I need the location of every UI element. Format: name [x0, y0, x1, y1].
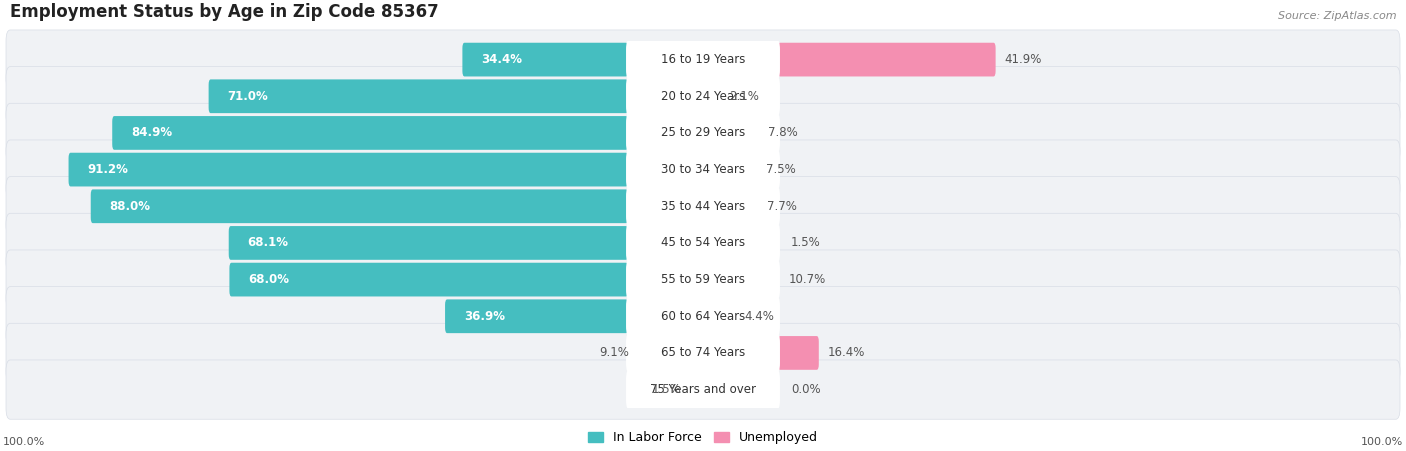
FancyBboxPatch shape	[6, 287, 1400, 346]
FancyBboxPatch shape	[6, 67, 1400, 126]
FancyBboxPatch shape	[626, 295, 780, 337]
Text: 1.5%: 1.5%	[652, 383, 682, 396]
FancyBboxPatch shape	[6, 250, 1400, 309]
FancyBboxPatch shape	[446, 299, 628, 333]
FancyBboxPatch shape	[463, 43, 628, 77]
Text: 71.0%: 71.0%	[228, 90, 269, 103]
FancyBboxPatch shape	[626, 112, 780, 154]
FancyBboxPatch shape	[6, 360, 1400, 419]
FancyBboxPatch shape	[626, 368, 780, 411]
FancyBboxPatch shape	[229, 263, 628, 296]
Text: 1.5%: 1.5%	[792, 236, 821, 249]
Text: Employment Status by Age in Zip Code 85367: Employment Status by Age in Zip Code 853…	[10, 3, 439, 21]
FancyBboxPatch shape	[6, 103, 1400, 162]
Text: 41.9%: 41.9%	[1005, 53, 1042, 66]
Text: 55 to 59 Years: 55 to 59 Years	[661, 273, 745, 286]
FancyBboxPatch shape	[6, 213, 1400, 272]
FancyBboxPatch shape	[626, 38, 780, 81]
Text: 16 to 19 Years: 16 to 19 Years	[661, 53, 745, 66]
Text: 25 to 29 Years: 25 to 29 Years	[661, 126, 745, 139]
FancyBboxPatch shape	[626, 75, 780, 117]
FancyBboxPatch shape	[626, 258, 780, 301]
Text: 60 to 64 Years: 60 to 64 Years	[661, 310, 745, 323]
Text: 16.4%: 16.4%	[828, 346, 865, 359]
Text: 10.7%: 10.7%	[789, 273, 825, 286]
Text: 45 to 54 Years: 45 to 54 Years	[661, 236, 745, 249]
FancyBboxPatch shape	[112, 116, 628, 150]
FancyBboxPatch shape	[626, 185, 780, 227]
Text: 9.1%: 9.1%	[599, 346, 628, 359]
Text: 84.9%: 84.9%	[131, 126, 172, 139]
FancyBboxPatch shape	[626, 332, 780, 374]
FancyBboxPatch shape	[91, 189, 628, 223]
Text: 7.8%: 7.8%	[768, 126, 799, 139]
Text: 68.1%: 68.1%	[247, 236, 288, 249]
Text: 100.0%: 100.0%	[3, 437, 45, 447]
Legend: In Labor Force, Unemployed: In Labor Force, Unemployed	[583, 426, 823, 449]
Text: 65 to 74 Years: 65 to 74 Years	[661, 346, 745, 359]
Text: 7.5%: 7.5%	[766, 163, 796, 176]
Text: 88.0%: 88.0%	[110, 200, 150, 213]
Text: 36.9%: 36.9%	[464, 310, 505, 323]
FancyBboxPatch shape	[626, 148, 780, 191]
Text: 75 Years and over: 75 Years and over	[650, 383, 756, 396]
Text: 100.0%: 100.0%	[1361, 437, 1403, 447]
FancyBboxPatch shape	[6, 30, 1400, 89]
Text: 4.4%: 4.4%	[745, 310, 775, 323]
Text: 0.0%: 0.0%	[792, 383, 821, 396]
FancyBboxPatch shape	[778, 336, 818, 370]
Text: 68.0%: 68.0%	[247, 273, 290, 286]
FancyBboxPatch shape	[6, 140, 1400, 199]
FancyBboxPatch shape	[626, 222, 780, 264]
FancyBboxPatch shape	[778, 43, 995, 77]
Text: 20 to 24 Years: 20 to 24 Years	[661, 90, 745, 103]
FancyBboxPatch shape	[69, 153, 628, 186]
Text: 35 to 44 Years: 35 to 44 Years	[661, 200, 745, 213]
FancyBboxPatch shape	[6, 177, 1400, 236]
Text: 7.7%: 7.7%	[768, 200, 797, 213]
FancyBboxPatch shape	[6, 323, 1400, 382]
Text: 91.2%: 91.2%	[87, 163, 128, 176]
Text: 34.4%: 34.4%	[481, 53, 522, 66]
Text: 2.1%: 2.1%	[728, 90, 758, 103]
Text: 30 to 34 Years: 30 to 34 Years	[661, 163, 745, 176]
Text: Source: ZipAtlas.com: Source: ZipAtlas.com	[1278, 11, 1396, 21]
FancyBboxPatch shape	[208, 79, 628, 113]
FancyBboxPatch shape	[229, 226, 628, 260]
